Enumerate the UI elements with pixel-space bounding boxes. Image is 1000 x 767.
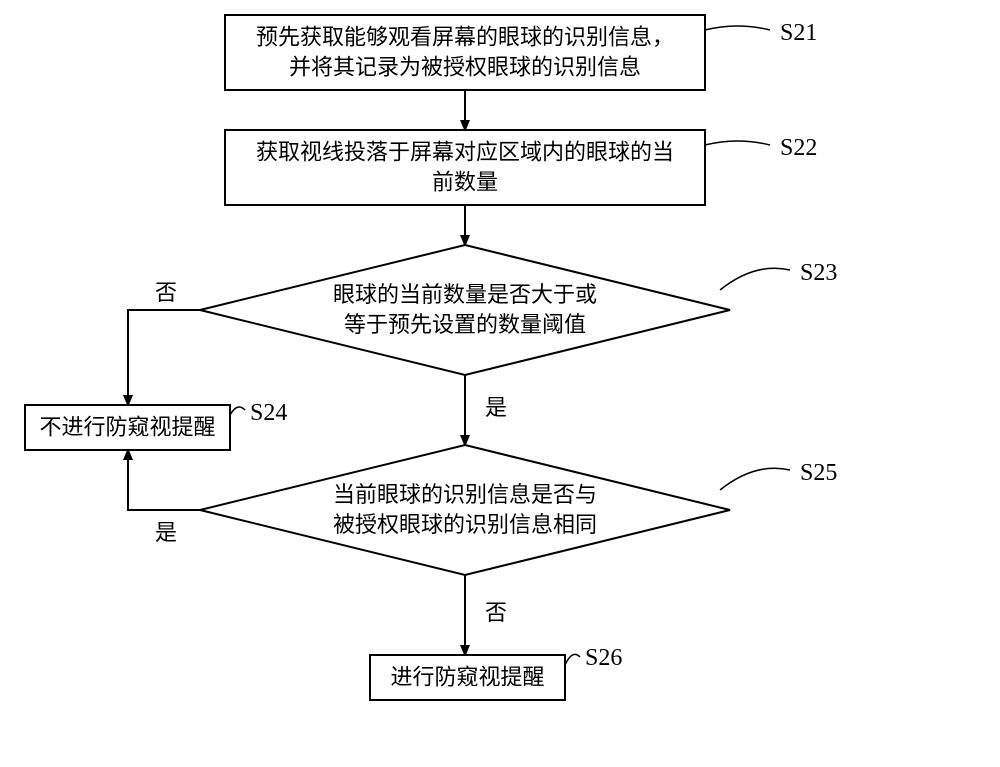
step-label: S23 bbox=[800, 260, 837, 286]
node-text: 等于预先设置的数量阈值 bbox=[344, 312, 586, 337]
step-label: S21 bbox=[780, 20, 817, 46]
edge-label: 是 bbox=[155, 520, 177, 545]
node-text: 当前眼球的识别信息是否与 bbox=[333, 482, 597, 507]
node-text: 被授权眼球的识别信息相同 bbox=[333, 512, 597, 537]
step-label: S26 bbox=[585, 645, 622, 671]
node-text: 眼球的当前数量是否大于或 bbox=[333, 282, 597, 307]
step-label: S22 bbox=[780, 135, 817, 161]
node-text: 获取视线投落于屏幕对应区域内的眼球的当 bbox=[256, 140, 674, 165]
edge-label: 否 bbox=[155, 280, 177, 305]
step-label: S24 bbox=[250, 400, 287, 426]
edge-label: 否 bbox=[485, 600, 507, 625]
node-text: 进行防窥视提醒 bbox=[390, 665, 544, 690]
flowchart-canvas: 否是是否预先获取能够观看屏幕的眼球的识别信息，并将其记录为被授权眼球的识别信息S… bbox=[0, 0, 1000, 767]
node-text: 不进行防窥视提醒 bbox=[39, 415, 215, 440]
node-text: 预先获取能够观看屏幕的眼球的识别信息， bbox=[256, 25, 674, 50]
edge-label: 是 bbox=[485, 395, 507, 420]
step-label: S25 bbox=[800, 460, 837, 486]
node-text: 并将其记录为被授权眼球的识别信息 bbox=[289, 55, 641, 80]
node-text: 前数量 bbox=[432, 170, 498, 195]
